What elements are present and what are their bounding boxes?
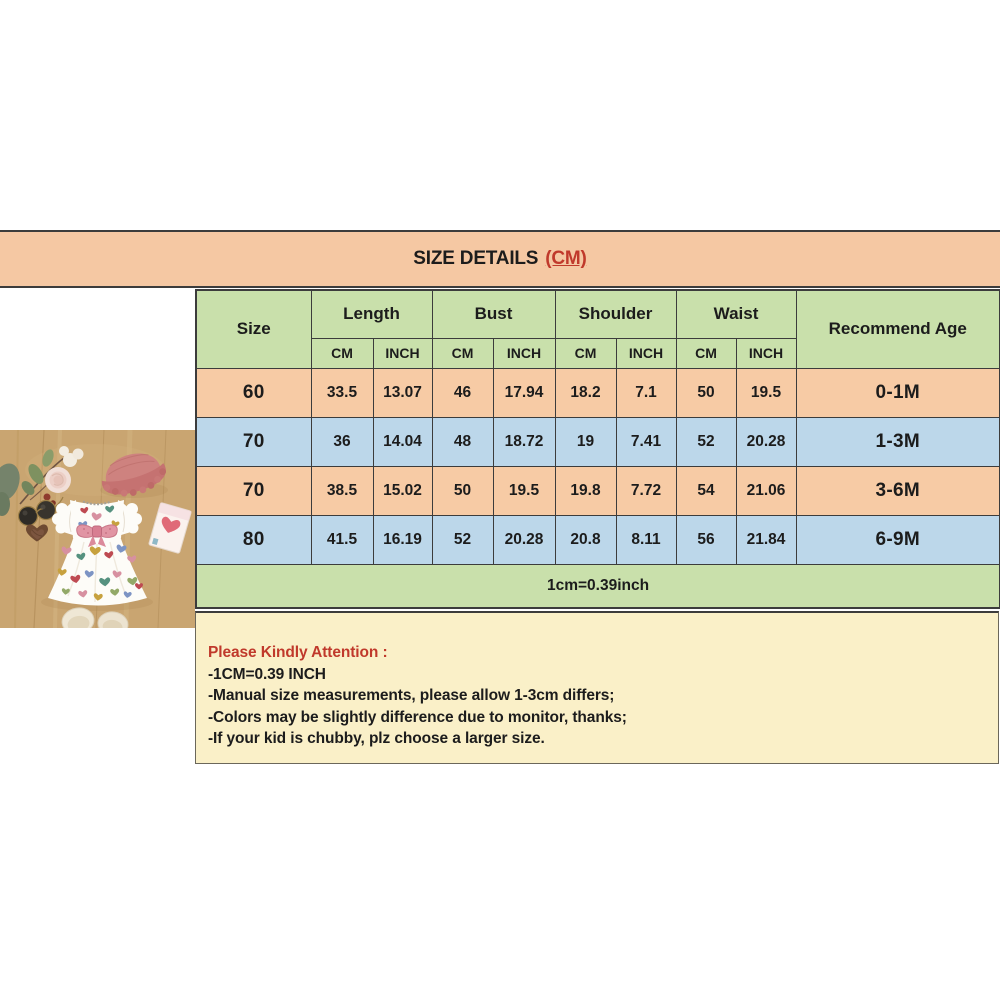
measurement-cell: 18.2 [554,367,617,418]
subheader-cm: CM [310,337,374,369]
subheader-cm: CM [554,337,617,369]
sage-leaf [0,492,10,516]
measurement-cell: 41.5 [310,514,374,565]
measurement-cell: 7.1 [615,367,677,418]
measurement-cell: 19.5 [492,465,556,516]
pink-bow [76,524,118,547]
attention-title: Please Kindly Attention : [208,644,388,661]
subheader-cm: CM [675,337,737,369]
size-cell: 70 [195,416,312,467]
subheader-cm: CM [431,337,494,369]
age-cell: 3-6M [795,465,1000,516]
measurement-cell: 21.06 [735,465,797,516]
chocolate-heart [26,524,48,542]
product-photo [0,430,195,628]
subheader-inch: INCH [615,337,677,369]
size-cell: 80 [195,514,312,565]
attention-panel: Please Kindly Attention : -1CM=0.39 INCH… [195,611,999,764]
table-row: 60 33.5 13.07 46 17.94 18.2 7.1 50 19.5 … [195,367,1000,418]
col-header-shoulder: Shoulder [554,289,677,339]
attention-line: -Manual size measurements, please allow … [208,687,615,704]
ruffle-sleeve [52,500,76,536]
measurement-cell: 13.07 [372,367,433,418]
measurement-cell: 14.04 [372,416,433,467]
measurement-cell: 18.72 [492,416,556,467]
sage-leaf [0,463,20,501]
measurement-cell: 16.19 [372,514,433,565]
age-cell: 0-1M [795,367,1000,418]
attention-line: -1CM=0.39 INCH [208,665,326,683]
measurement-cell: 19.5 [735,367,797,418]
measurement-cell: 50 [675,367,737,418]
measurement-cell: 17.94 [492,367,556,418]
measurement-cell: 36 [310,416,374,467]
measurement-cell: 20.28 [492,514,556,565]
size-cell: 60 [195,367,312,418]
attention-line: -If your kid is chubby, plz choose a lar… [208,730,545,747]
size-cell: 70 [195,465,312,516]
rose-flowers [0,446,84,516]
measurement-cell: 33.5 [310,367,374,418]
measurement-cell: 7.41 [615,416,677,467]
berry [43,493,51,501]
col-header-waist: Waist [675,289,797,339]
measurement-cell: 56 [675,514,737,565]
baby-shoes [61,607,129,628]
subheader-inch: INCH [735,337,797,369]
col-header-bust: Bust [431,289,556,339]
measurement-cell: 54 [675,465,737,516]
col-header-size: Size [195,289,312,369]
heart-card [148,502,192,554]
banner-unit-cm: (CM) [545,248,587,269]
col-header-length: Length [310,289,433,339]
measurement-cell: 20.8 [554,514,617,565]
measurement-cell: 52 [431,514,494,565]
measurement-cell: 52 [675,416,737,467]
measurement-cell: 38.5 [310,465,374,516]
table-row: 70 38.5 15.02 50 19.5 19.8 7.72 54 21.06… [195,465,1000,516]
subheader-inch: INCH [492,337,556,369]
size-table: Size Length Bust Shoulder Waist Recommen… [195,289,1000,609]
banner-title: SIZE DETAILS [413,248,539,269]
measurement-cell: 48 [431,416,494,467]
age-cell: 1-3M [795,416,1000,467]
attention-line: -Colors may be slightly difference due t… [208,708,627,726]
table-row: 80 41.5 16.19 52 20.28 20.8 8.11 56 21.8… [195,514,1000,565]
col-header-recommend-age: Recommend Age [795,289,1000,369]
age-cell: 6-9M [795,514,1000,565]
heart-print-dress [48,500,147,606]
measurement-cell: 20.28 [735,416,797,467]
measurement-cell: 7.72 [615,465,677,516]
measurement-cell: 15.02 [372,465,433,516]
measurement-cell: 46 [431,367,494,418]
measurement-cell: 19.8 [554,465,617,516]
neck-trim [82,500,112,506]
table-row: 70 36 14.04 48 18.72 19 7.41 52 20.28 1-… [195,416,1000,467]
measurement-cell: 19 [554,416,617,467]
measurement-cell: 21.84 [735,514,797,565]
measurement-cell: 50 [431,465,494,516]
measurement-cell: 8.11 [615,514,677,565]
conversion-note: 1cm=0.39inch [195,563,1000,609]
banner: SIZE DETAILS (CM) [0,230,1000,288]
pink-ruffle-hat [101,453,167,497]
subheader-inch: INCH [372,337,433,369]
